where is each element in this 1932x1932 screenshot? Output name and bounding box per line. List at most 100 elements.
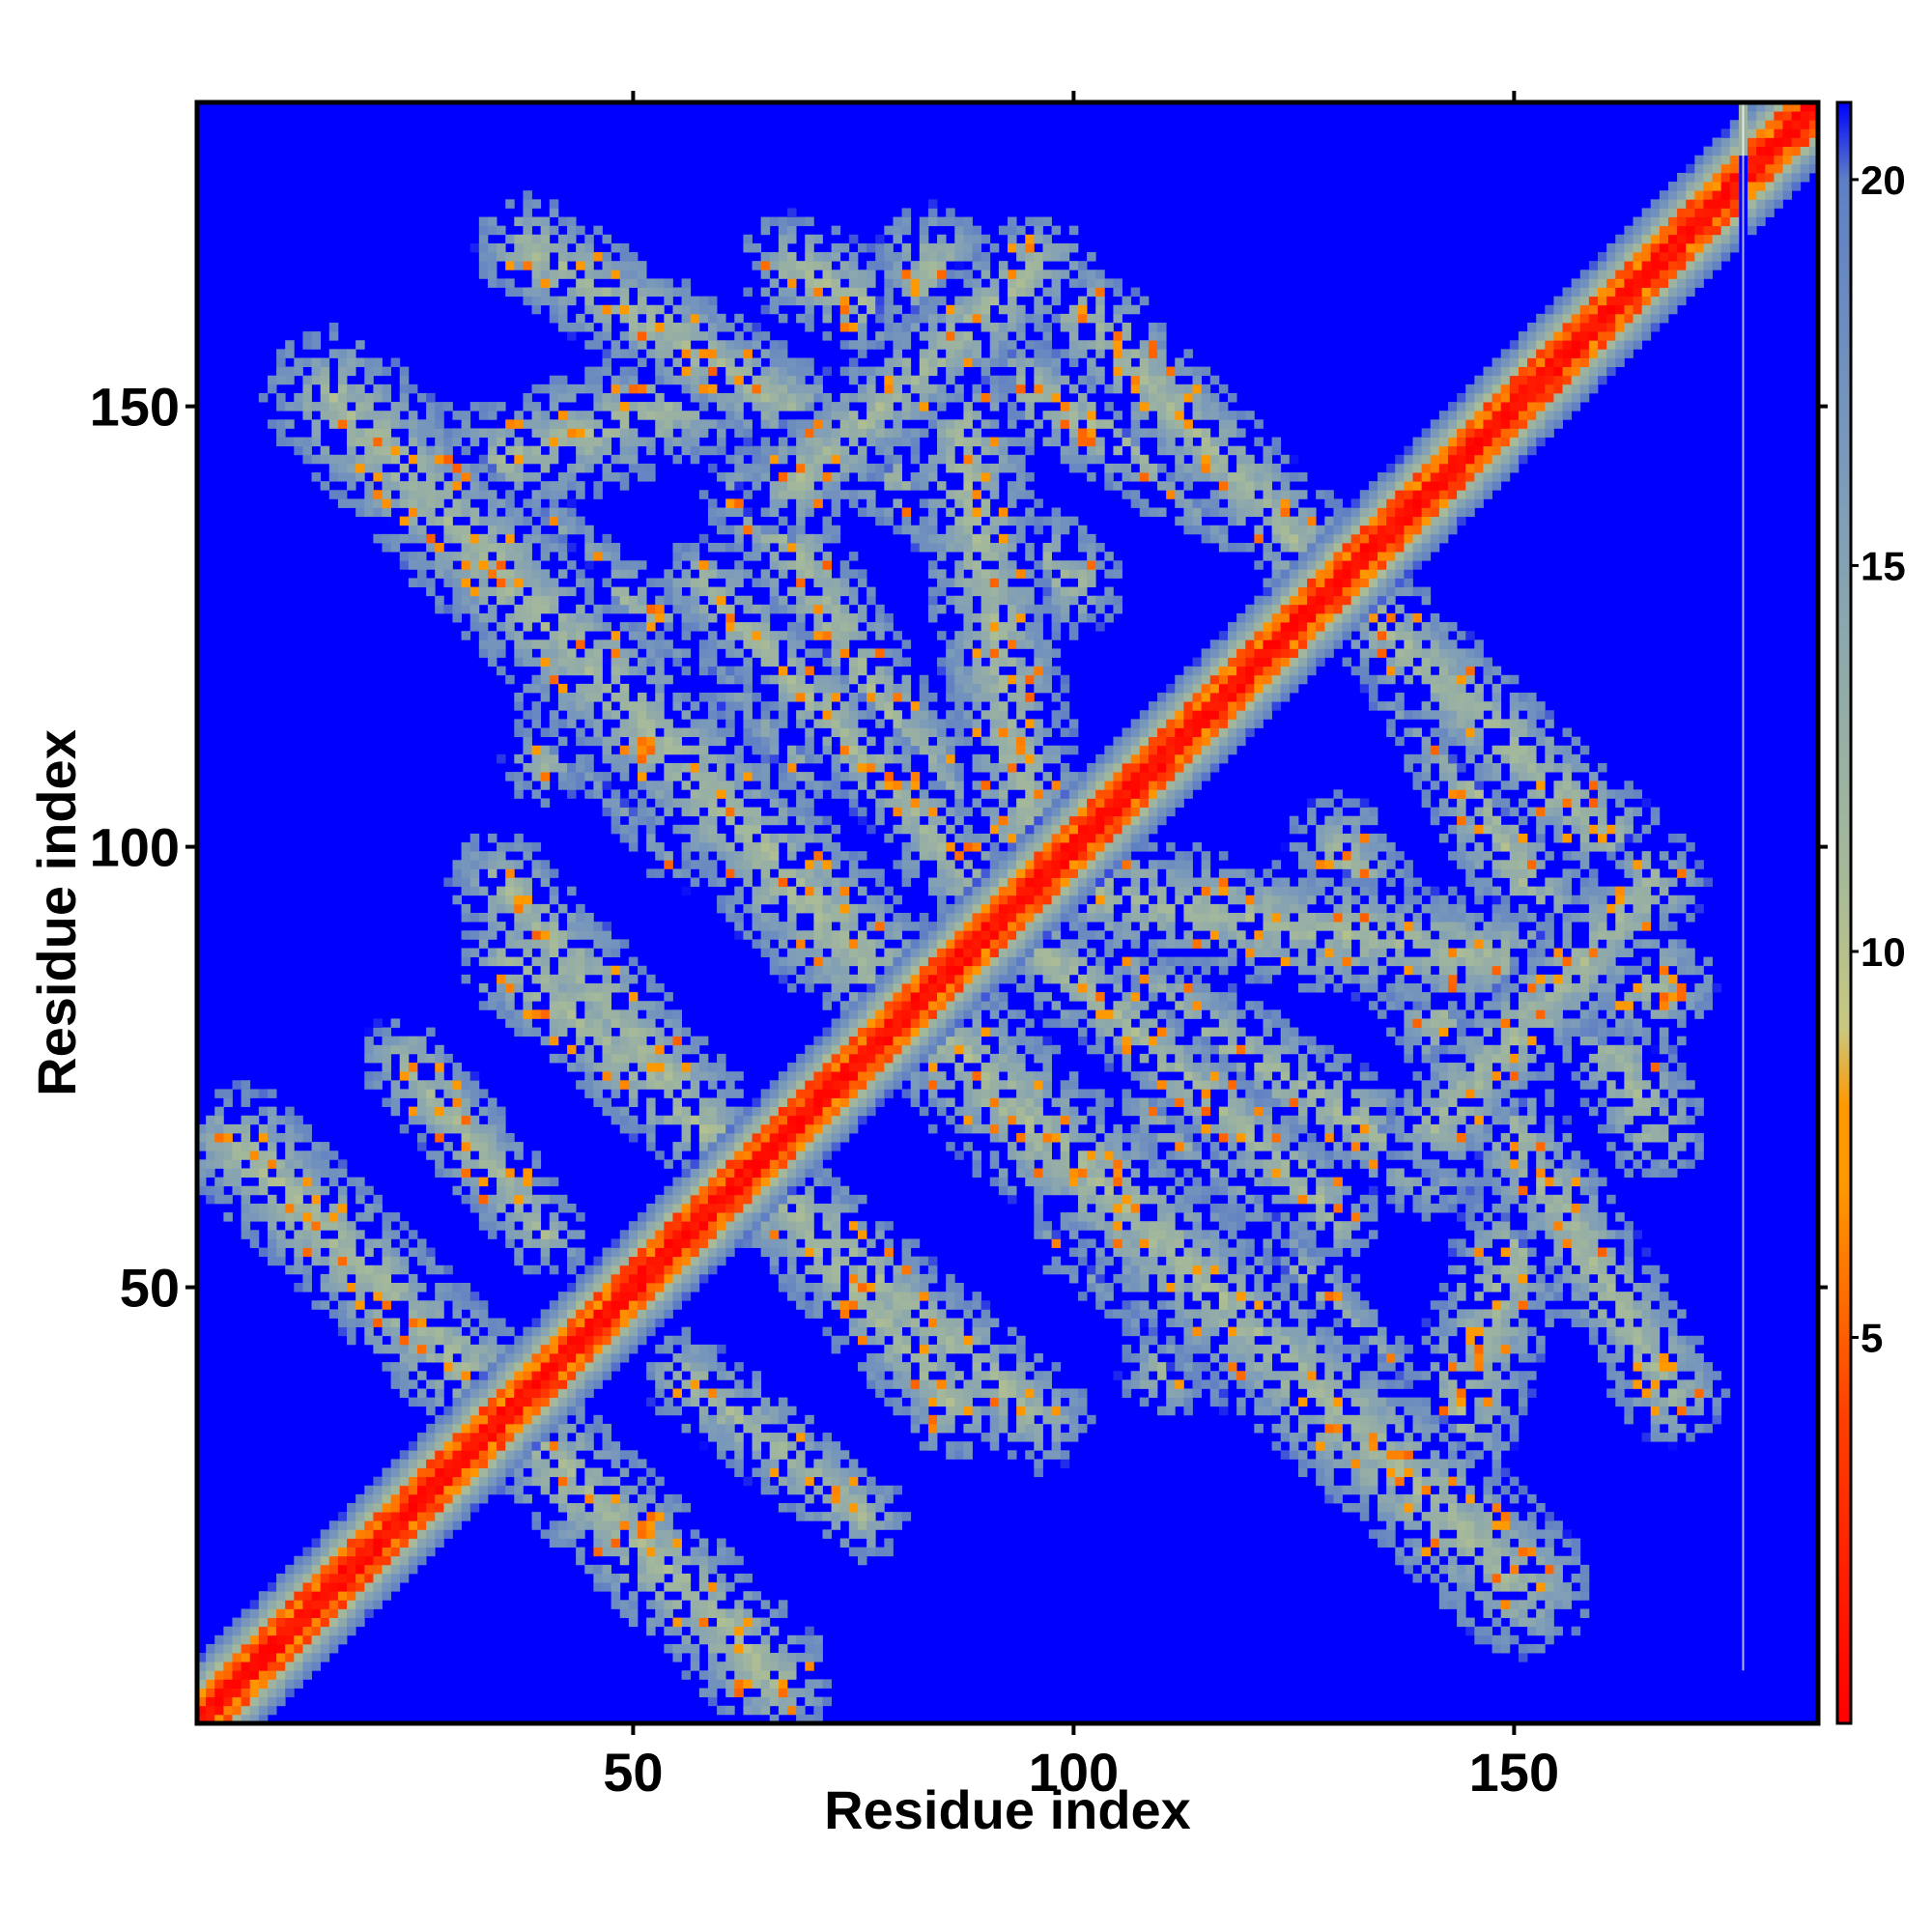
heatmap-cell: [461, 1115, 471, 1125]
heatmap-cell: [337, 1626, 348, 1636]
heatmap-cell: [355, 1273, 365, 1284]
heatmap-cell: [576, 736, 585, 747]
heatmap-cell: [637, 1212, 647, 1222]
heatmap-cell: [655, 357, 665, 367]
heatmap-cell: [302, 1662, 312, 1671]
heatmap-cell: [443, 560, 453, 570]
heatmap-cell: [328, 1520, 339, 1530]
heatmap-cell: [320, 392, 330, 403]
heatmap-cell: [637, 1529, 647, 1539]
heatmap-cell: [416, 490, 427, 499]
heatmap-cell: [619, 1600, 630, 1609]
heatmap-cell: [760, 411, 771, 420]
heatmap-cell: [831, 913, 841, 923]
heatmap-cell: [469, 1097, 480, 1108]
heatmap-cell: [717, 1626, 726, 1636]
heatmap-cell: [540, 507, 551, 518]
heatmap-cell: [778, 225, 788, 236]
heatmap-cell: [778, 542, 788, 553]
heatmap-cell: [557, 1326, 568, 1337]
heatmap-cell: [707, 1679, 718, 1689]
heatmap-cell: [760, 939, 771, 949]
heatmap-cell: [752, 903, 762, 914]
heatmap-cell: [796, 270, 806, 279]
heatmap-cell: [664, 674, 673, 685]
heatmap-cell: [813, 1283, 823, 1293]
heatmap-cell: [664, 1397, 673, 1407]
heatmap-cell: [698, 1273, 709, 1284]
heatmap-cell: [725, 586, 735, 597]
heatmap-cell: [805, 1063, 814, 1072]
heatmap-cell: [416, 1089, 427, 1098]
heatmap-cell: [320, 384, 330, 394]
heatmap-cell: [576, 1230, 585, 1239]
heatmap-cell: [390, 1106, 401, 1117]
heatmap-cell: [390, 1318, 401, 1328]
heatmap-cell: [408, 1493, 418, 1504]
heatmap-cell: [619, 798, 630, 808]
heatmap-cell: [805, 1247, 814, 1258]
heatmap-cell: [285, 1142, 295, 1151]
heatmap-cell: [514, 1397, 524, 1407]
heatmap-cell: [690, 1185, 700, 1196]
heatmap-cell: [707, 542, 718, 553]
heatmap-cell: [848, 1485, 859, 1495]
heatmap-cell: [497, 463, 506, 473]
heatmap-cell: [611, 384, 621, 394]
heatmap-cell: [478, 261, 489, 270]
heatmap-cell: [416, 1397, 427, 1407]
heatmap-cell: [752, 472, 762, 482]
heatmap-cell: [707, 1662, 718, 1671]
heatmap-cell: [514, 1247, 524, 1258]
heatmap-cell: [443, 1529, 453, 1539]
heatmap-cell: [435, 1485, 444, 1495]
heatmap-cell: [848, 1283, 859, 1293]
heatmap-cell: [408, 1459, 418, 1468]
heatmap-cell: [672, 1292, 682, 1301]
heatmap-cell: [584, 437, 594, 447]
heatmap-cell: [249, 1142, 260, 1151]
heatmap-cell: [399, 1555, 410, 1566]
heatmap-cell: [399, 1089, 410, 1098]
heatmap-cell: [576, 1326, 585, 1337]
heatmap-cell: [813, 948, 823, 957]
heatmap-cell: [717, 1115, 726, 1125]
heatmap-cell: [778, 349, 788, 358]
heatmap-cell: [831, 824, 841, 835]
heatmap-cell: [628, 278, 639, 288]
heatmap-cell: [435, 1168, 444, 1178]
heatmap-cell: [549, 913, 559, 923]
heatmap-cell: [787, 1168, 797, 1178]
heatmap-cell: [478, 956, 489, 967]
heatmap-cell: [232, 1696, 242, 1707]
heatmap-cell: [355, 1503, 365, 1513]
heatmap-cell: [760, 525, 771, 535]
heatmap-cell: [523, 454, 532, 465]
heatmap-cell: [267, 1256, 277, 1266]
heatmap-cell: [452, 1283, 462, 1293]
heatmap-cell: [452, 612, 462, 623]
heatmap-cell: [690, 877, 700, 888]
heatmap-cell: [752, 622, 762, 632]
heatmap-cell: [285, 1123, 295, 1134]
heatmap-cell: [778, 1247, 788, 1258]
heatmap-cell: [813, 1653, 823, 1662]
heatmap-cell: [664, 807, 673, 817]
heatmap-cell: [655, 1529, 665, 1539]
heatmap-cell: [461, 490, 471, 499]
heatmap-cell: [752, 578, 762, 587]
heatmap-cell: [717, 1423, 726, 1434]
heatmap-cell: [593, 1027, 603, 1037]
heatmap-cell: [655, 781, 665, 790]
heatmap-cell: [760, 375, 771, 385]
heatmap-cell: [531, 1371, 542, 1380]
heatmap-cell: [523, 1388, 532, 1398]
heatmap-cell: [813, 1705, 823, 1716]
heatmap-cell: [769, 727, 780, 738]
heatmap-cell: [611, 1441, 621, 1451]
heatmap-cell: [769, 631, 780, 640]
heatmap-cell: [717, 1097, 726, 1108]
heatmap-cell: [822, 1273, 833, 1284]
heatmap-cell: [805, 1203, 814, 1213]
heatmap-cell: [778, 719, 788, 728]
